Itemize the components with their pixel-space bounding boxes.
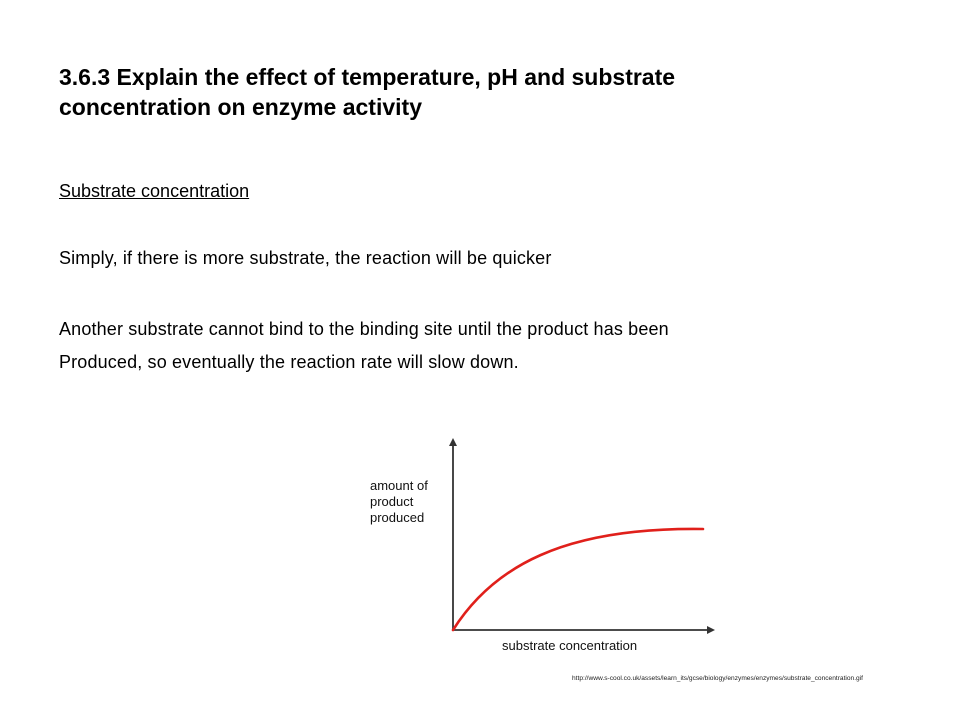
y-axis-label-line: produced [370,510,425,525]
x-axis-label: substrate concentration [502,638,638,653]
paragraph-substrate-speed: Simply, if there is more substrate, the … [59,242,551,275]
slide-title-line: 3.6.3 Explain the effect of temperature,… [59,64,676,90]
y-axis-label-line: product [370,494,414,509]
paragraph-line: Another substrate cannot bind to the bin… [59,319,669,339]
graph-svg [449,438,715,634]
y-axis-label: amount of product produced [370,478,428,526]
slide-title: 3.6.3 Explain the effect of temperature,… [59,62,919,122]
section-heading: Substrate concentration [59,181,250,201]
product-curve [451,527,705,632]
y-axis-label-line: amount of [370,478,428,493]
paragraph-line: Produced, so eventually the reaction rat… [59,352,519,372]
substrate-concentration-graph: amount of product produced substrate con… [360,430,740,665]
paragraph-line: Simply, if there is more substrate, the … [59,248,552,268]
source-url: http://www.s-cool.co.uk/assets/learn_its… [572,675,863,682]
paragraph-binding-site: Another substrate cannot bind to the bin… [59,313,669,379]
slide-title-line: concentration on enzyme activity [59,94,422,120]
